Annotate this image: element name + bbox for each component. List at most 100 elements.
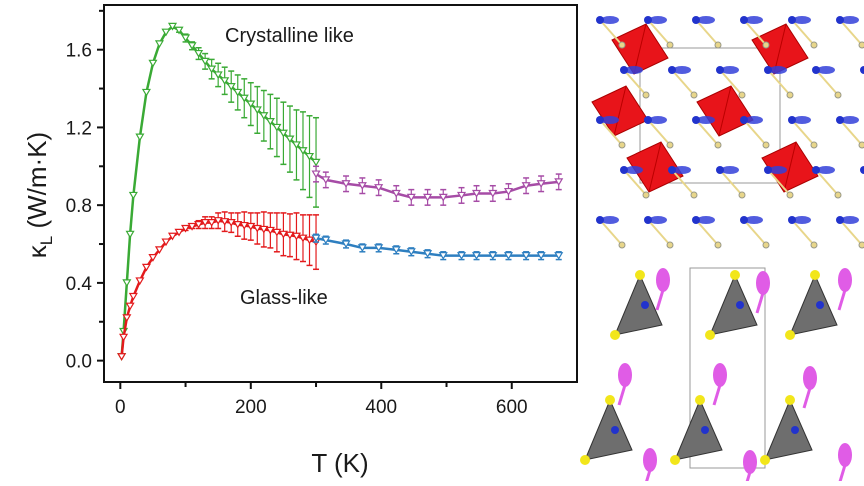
y-axis-label-sub: L xyxy=(37,236,56,245)
annotation-crystalline: Crystalline like xyxy=(225,25,354,47)
data-point xyxy=(167,232,178,241)
yellow-atom xyxy=(610,330,620,340)
blue-lobe xyxy=(793,16,811,24)
bond xyxy=(839,119,863,146)
yellow-atom xyxy=(580,455,590,465)
data-point xyxy=(148,254,158,262)
plot-area: 0 200 400 600 0.0 0.4 0.8 1.2 1.6 Crystalline li… xyxy=(22,4,578,478)
blue-lobe xyxy=(649,116,667,124)
data-point xyxy=(213,217,223,225)
yellow-atom xyxy=(714,141,722,149)
y-axis-label-unit: (W/m·K) xyxy=(22,132,52,236)
data-point xyxy=(438,252,448,260)
blue-lobe xyxy=(745,16,763,24)
blue-lobe xyxy=(745,216,763,224)
data-point xyxy=(265,117,275,126)
blue-lobe xyxy=(841,16,859,24)
yellow-atom xyxy=(762,241,770,249)
yellow-atom xyxy=(690,191,698,199)
yellow-atom xyxy=(810,270,820,280)
bond xyxy=(647,19,671,46)
data-point xyxy=(239,94,249,103)
blue-lobe xyxy=(697,16,715,24)
data-point xyxy=(117,353,127,361)
data-point xyxy=(503,187,514,196)
crystal-structure-top xyxy=(591,16,864,249)
grey-tetrahedron xyxy=(789,273,838,336)
data-point xyxy=(341,240,351,249)
crystal-structure-bottom xyxy=(580,267,852,486)
blue-atom xyxy=(836,116,844,124)
blue-atom xyxy=(764,66,772,74)
bond xyxy=(791,119,815,146)
yellow-atom xyxy=(690,91,698,99)
data-point xyxy=(554,252,564,260)
data-point xyxy=(135,133,145,142)
data-point xyxy=(213,71,223,80)
data-point xyxy=(357,182,367,190)
blue-atom xyxy=(692,116,700,124)
yellow-atom xyxy=(618,241,626,249)
data-point xyxy=(311,158,321,167)
yellow-atom xyxy=(858,41,864,49)
data-point xyxy=(471,189,482,198)
data-point xyxy=(406,193,416,202)
magenta-lobe xyxy=(803,366,817,390)
y-tick-label: 0.8 xyxy=(66,196,92,217)
data-point xyxy=(246,100,256,109)
yellow-atom xyxy=(605,395,615,405)
blue-lobe xyxy=(673,166,691,174)
blue-atom xyxy=(692,16,700,24)
blue-atom xyxy=(812,166,820,174)
blue-lobe xyxy=(697,216,715,224)
data-point xyxy=(220,218,230,226)
data-point xyxy=(521,182,531,190)
lobe-stem xyxy=(643,469,652,486)
yellow-atom xyxy=(670,455,680,465)
data-point xyxy=(187,222,197,231)
data-point xyxy=(252,224,262,233)
x-tick-label: 400 xyxy=(365,397,397,418)
series-3 xyxy=(311,233,564,261)
blue-atom xyxy=(836,216,844,224)
blue-atom xyxy=(692,216,700,224)
blue-atom xyxy=(611,426,619,434)
data-point xyxy=(141,263,151,272)
blue-atom xyxy=(860,66,864,74)
lobe-stem xyxy=(837,289,847,311)
data-point xyxy=(311,234,321,243)
blue-lobe xyxy=(745,116,763,124)
data-point xyxy=(488,189,498,198)
data-point xyxy=(304,236,315,245)
lobe-stem xyxy=(802,387,812,409)
bond xyxy=(671,69,695,96)
data-point xyxy=(220,77,230,85)
series-group xyxy=(117,22,564,361)
data-point xyxy=(174,228,184,237)
blue-atom xyxy=(596,116,604,124)
data-point xyxy=(272,228,282,237)
yellow-atom xyxy=(738,191,746,199)
blue-atom xyxy=(644,216,652,224)
blue-atom xyxy=(791,426,799,434)
blue-atom xyxy=(620,166,628,174)
yellow-atom xyxy=(785,395,795,405)
yellow-atom xyxy=(618,141,626,149)
data-point xyxy=(226,219,236,227)
data-point xyxy=(174,26,184,35)
blue-atom xyxy=(788,216,796,224)
lobe-stem xyxy=(712,384,722,406)
series-0 xyxy=(117,22,321,361)
blue-atom xyxy=(816,301,824,309)
blue-lobe xyxy=(601,116,619,124)
blue-atom xyxy=(644,116,652,124)
yellow-atom xyxy=(785,330,795,340)
data-point xyxy=(181,224,191,233)
data-point xyxy=(200,219,210,227)
yellow-atom xyxy=(762,141,770,149)
blue-lobe xyxy=(625,66,643,74)
data-point xyxy=(252,106,262,115)
blue-lobe xyxy=(601,16,619,24)
x-tick-label: 200 xyxy=(235,397,267,418)
